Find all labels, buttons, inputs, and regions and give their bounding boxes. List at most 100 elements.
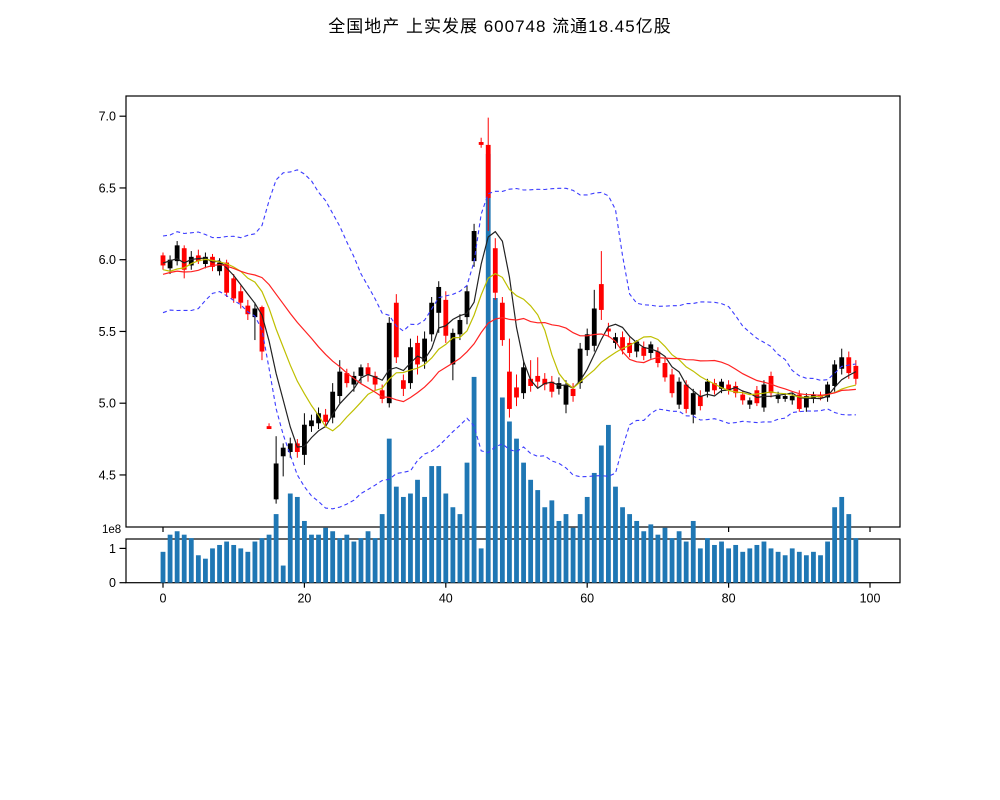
volume-bar xyxy=(450,507,456,583)
volume-bar xyxy=(393,486,399,583)
price-tick-label: 6.5 xyxy=(99,181,116,195)
volume-bar xyxy=(733,544,739,583)
price-tick-label: 5.5 xyxy=(99,325,116,339)
candle-body xyxy=(634,341,640,352)
volume-bar xyxy=(464,462,470,583)
volume-bar xyxy=(556,520,562,583)
volume-bar xyxy=(761,541,767,583)
candle-body xyxy=(450,332,456,365)
volume-bar xyxy=(704,538,710,583)
candle-body xyxy=(252,308,258,318)
candle-body xyxy=(224,262,230,293)
candle-body xyxy=(436,286,442,313)
volume-bar xyxy=(309,534,314,583)
candle-body xyxy=(775,394,781,399)
volume-bar xyxy=(796,551,802,583)
volume-bar xyxy=(252,541,258,583)
candle-body xyxy=(669,374,675,394)
volume-bar xyxy=(429,466,435,583)
volume-bar xyxy=(697,548,703,583)
volume-bars-layer xyxy=(160,153,859,583)
volume-bar xyxy=(598,445,604,583)
volume-bar xyxy=(415,479,420,583)
volume-bar xyxy=(372,538,378,583)
volume-bar xyxy=(302,520,307,583)
candle-body xyxy=(726,384,731,391)
candle-body xyxy=(386,322,392,404)
volume-bar xyxy=(210,548,215,583)
candle-body xyxy=(796,394,802,409)
volume-bar xyxy=(747,548,753,583)
candle-body xyxy=(393,302,399,358)
candle-body xyxy=(309,420,314,427)
candle-body xyxy=(351,375,357,385)
volume-bar xyxy=(344,534,350,583)
volume-bar xyxy=(768,548,774,583)
candle-body xyxy=(160,255,166,266)
volume-bar xyxy=(245,551,251,583)
candle-body xyxy=(372,375,378,385)
volume-bar xyxy=(188,538,194,583)
volume-bar xyxy=(832,507,838,583)
candle-body xyxy=(358,367,364,376)
volume-bar xyxy=(669,538,675,583)
bollinger-lower-line xyxy=(162,291,856,510)
candle-body xyxy=(697,396,703,407)
volume-bar xyxy=(499,397,505,583)
volume-bar xyxy=(662,527,668,583)
x-tick-label: 40 xyxy=(439,592,453,606)
volume-bar xyxy=(853,538,859,583)
volume-bar xyxy=(492,298,498,583)
volume-bar xyxy=(365,531,371,583)
candle-body xyxy=(613,337,618,343)
ma5-line xyxy=(162,230,857,448)
volume-bar xyxy=(803,555,809,583)
candle-body xyxy=(415,342,420,365)
candle-body xyxy=(492,248,498,293)
price-tick-label: 5.0 xyxy=(99,397,116,411)
volume-bar xyxy=(231,544,237,583)
candle-body xyxy=(330,391,336,418)
volume-tick-label: 1 xyxy=(109,542,116,556)
volume-bar xyxy=(485,153,491,583)
candle-body xyxy=(188,256,194,266)
candle-body xyxy=(832,364,838,386)
candle-body xyxy=(662,363,668,378)
volume-bar xyxy=(606,424,611,583)
volume-bar xyxy=(620,507,625,583)
price-axis-ticks: 7.0 6.5 6.0 5.5 5.0 4.5 xyxy=(99,110,126,482)
volume-bar xyxy=(386,438,392,583)
candle-body xyxy=(287,443,293,452)
candle-body xyxy=(379,390,385,399)
volume-bar xyxy=(591,472,597,583)
candle-body xyxy=(485,144,491,198)
volume-bar xyxy=(294,496,300,583)
volume-bar xyxy=(521,462,526,583)
volume-bar xyxy=(726,548,731,583)
volume-bar xyxy=(775,551,781,583)
candle-body xyxy=(499,302,505,341)
candle-body xyxy=(245,305,251,315)
volume-bar xyxy=(217,544,222,583)
candle-body xyxy=(853,365,859,379)
volume-bar xyxy=(627,514,633,583)
volume-bar xyxy=(712,544,717,583)
x-tick-label: 20 xyxy=(297,592,311,606)
volume-bar xyxy=(789,548,795,583)
volume-bar xyxy=(266,534,272,583)
volume-bar xyxy=(570,527,576,583)
indicator-lines-layer xyxy=(162,169,857,510)
candle-body xyxy=(825,384,830,398)
candle-body xyxy=(231,278,237,299)
candle-body xyxy=(521,367,526,394)
volume-bar xyxy=(224,541,230,583)
volume-bar xyxy=(316,534,321,583)
candle-body xyxy=(747,400,753,405)
volume-bar xyxy=(535,490,541,583)
candle-body xyxy=(598,284,604,310)
candle-body xyxy=(528,378,534,386)
candle-body xyxy=(273,463,279,500)
candle-body xyxy=(542,378,548,385)
price-tick-label: 6.0 xyxy=(99,253,116,267)
